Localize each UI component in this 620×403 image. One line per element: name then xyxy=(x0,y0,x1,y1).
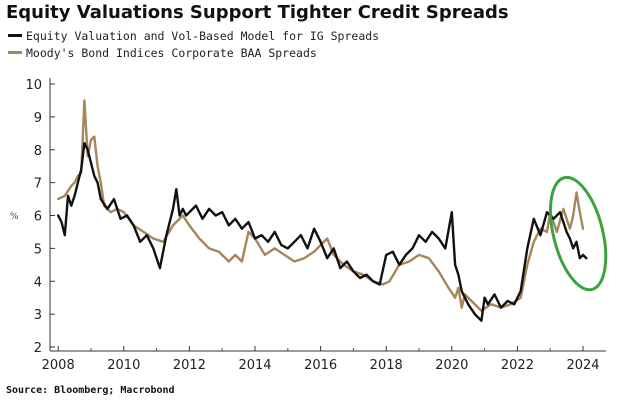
chart-legend: Equity Valuation and Vol-Based Model for… xyxy=(8,27,379,61)
source-note: Source: Bloomberg; Macrobond xyxy=(6,385,175,396)
series-line-baa xyxy=(57,99,585,312)
legend-label-model: Equity Valuation and Vol-Based Model for… xyxy=(26,28,380,43)
legend-swatch-model xyxy=(8,34,22,37)
chart-title: Equity Valuations Support Tighter Credit… xyxy=(6,2,509,23)
x-tick-label: 2008 xyxy=(42,358,75,373)
y-tick-label: 3 xyxy=(34,308,42,323)
x-tick-label: 2014 xyxy=(238,358,271,373)
legend-item-model: Equity Valuation and Vol-Based Model for… xyxy=(8,27,379,44)
x-tick-label: 2012 xyxy=(173,358,206,373)
series-line-model xyxy=(57,141,588,322)
y-tick-label: 7 xyxy=(34,177,42,192)
highlight-ellipse xyxy=(548,175,608,292)
x-tick-label: 2016 xyxy=(304,358,337,373)
legend-swatch-baa xyxy=(8,51,22,54)
y-unit-label: % xyxy=(10,212,19,222)
y-tick-label: 10 xyxy=(25,78,42,93)
x-tick-label: 2024 xyxy=(566,358,599,373)
x-tick-label: 2018 xyxy=(370,358,403,373)
legend-item-baa: Moody's Bond Indices Corporate BAA Sprea… xyxy=(8,44,379,61)
y-tick-label: 8 xyxy=(34,144,42,159)
x-tick-label: 2010 xyxy=(107,358,140,373)
x-tick-label: 2022 xyxy=(501,358,534,373)
legend-label-baa: Moody's Bond Indices Corporate BAA Sprea… xyxy=(26,45,317,60)
y-tick-label: 4 xyxy=(34,275,42,290)
y-tick-label: 9 xyxy=(34,111,42,126)
y-tick-label: 6 xyxy=(34,210,42,225)
x-tick-label: 2020 xyxy=(435,358,468,373)
y-tick-label: 5 xyxy=(34,242,42,257)
y-tick-label: 2 xyxy=(34,341,42,356)
